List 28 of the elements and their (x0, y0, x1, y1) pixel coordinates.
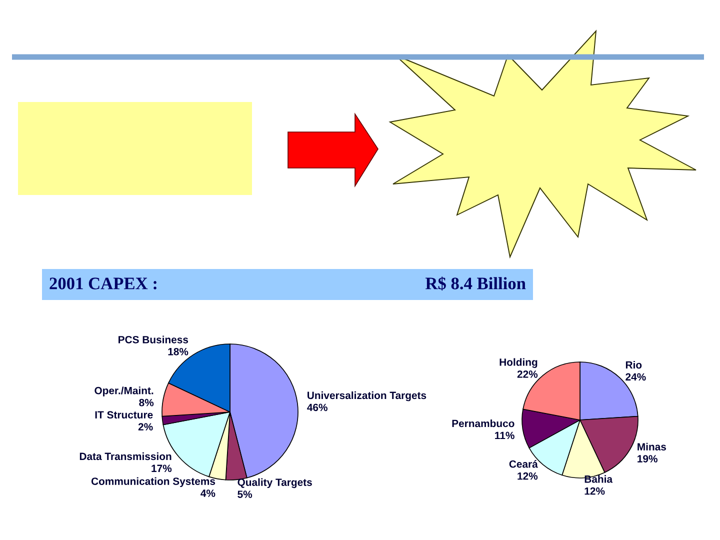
slice-label: Oper./Maint. (94, 386, 154, 396)
slice-label: Minas (638, 442, 666, 450)
slice-label: PCS Business (118, 336, 188, 344)
text: R$ 8.4 Billion (425, 276, 526, 290)
slice-label: Pernambuco (452, 420, 514, 428)
slice-label: Universalization Targets (308, 391, 426, 402)
data-label: 4% (200, 490, 216, 497)
slice-label: Communication Systems (91, 477, 216, 488)
data-label: 8% (139, 398, 154, 406)
slice-label: Quality Targets (238, 478, 312, 488)
slice-label: IT Structure (95, 411, 153, 419)
data-label: 17% (152, 464, 172, 472)
data-label: 2% (138, 423, 153, 430)
chart-title: 2001 CAPEX : (50, 278, 156, 290)
data-label: 19% (638, 455, 658, 462)
slice-label: Ceará (509, 460, 538, 468)
slice-label: Bahia (584, 475, 613, 483)
data-label: 12% (584, 487, 605, 495)
data-label: 11% (495, 432, 514, 440)
data-label: 12% (518, 472, 538, 480)
slice-label: Holding (500, 358, 538, 368)
data-label: 22% (517, 370, 538, 378)
slice-label: Data Transmission (80, 452, 172, 460)
data-label: 46% (307, 404, 328, 412)
slice-label: Rio (626, 360, 642, 369)
data-label: 18% (168, 348, 188, 356)
data-label: 24% (626, 373, 646, 381)
data-label: 5% (238, 490, 252, 498)
